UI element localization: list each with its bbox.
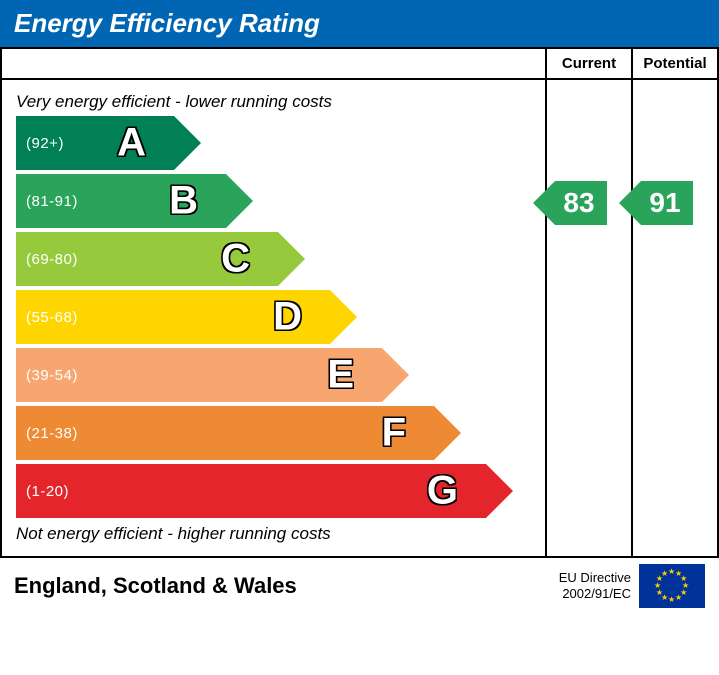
band-range-label: (55-68) — [16, 309, 78, 326]
band-bar: (69-80) C — [16, 232, 278, 286]
band-chevron-icon — [382, 348, 409, 402]
marker-value: 91 — [641, 181, 693, 225]
band-range-label: (1-20) — [16, 483, 69, 500]
band-letter: C — [221, 237, 250, 282]
caption-inefficient: Not energy efficient - higher running co… — [2, 522, 545, 550]
band-letter: G — [427, 469, 458, 514]
band-row-g: (1-20) G — [2, 464, 545, 518]
marker-notch-right-icon — [693, 181, 708, 225]
band-range-label: (39-54) — [16, 367, 78, 384]
eu-star-icon: ★ — [668, 595, 675, 604]
band-row-e: (39-54) E — [2, 348, 545, 402]
band-letter: A — [117, 121, 146, 166]
footer: England, Scotland & Wales EU Directive 2… — [0, 558, 719, 616]
band-range-label: (81-91) — [16, 193, 78, 210]
band-chevron-icon — [330, 290, 357, 344]
band-row-c: (69-80) C — [2, 232, 545, 286]
footer-region: England, Scotland & Wales — [14, 573, 559, 599]
band-row-d: (55-68) D — [2, 290, 545, 344]
band-row-f: (21-38) F — [2, 406, 545, 460]
eu-star-icon: ★ — [661, 569, 668, 578]
band-range-label: (92+) — [16, 135, 64, 152]
current-column: 83 — [545, 80, 631, 556]
eu-flag-icon: ★★★★★★★★★★★★ — [639, 564, 705, 608]
header-spacer — [2, 49, 545, 78]
chart-content-row: Very energy efficient - lower running co… — [2, 80, 717, 556]
potential-column: 91 — [631, 80, 717, 556]
chart-body: Current Potential Very energy efficient … — [0, 47, 719, 558]
band-chevron-icon — [486, 464, 513, 518]
band-range-label: (69-80) — [16, 251, 78, 268]
footer-directive: EU Directive 2002/91/EC — [559, 570, 631, 601]
rating-marker-potential: 91 — [641, 181, 693, 225]
bands-host: (92+) A (81-91) B (69-80) C (55-68) D (39-54) E (2… — [2, 116, 545, 518]
band-bar: (55-68) D — [16, 290, 330, 344]
column-header-current: Current — [545, 49, 631, 78]
band-row-b: (81-91) B — [2, 174, 545, 228]
band-letter: E — [327, 353, 354, 398]
band-bar: (39-54) E — [16, 348, 382, 402]
band-bar: (1-20) G — [16, 464, 486, 518]
caption-efficient: Very energy efficient - lower running co… — [2, 88, 545, 116]
band-bar: (81-91) B — [16, 174, 226, 228]
epc-chart: Energy Efficiency Rating Current Potenti… — [0, 0, 719, 616]
band-range-label: (21-38) — [16, 425, 78, 442]
column-header-potential: Potential — [631, 49, 717, 78]
band-letter: F — [382, 411, 406, 456]
marker-chevron-left-icon — [533, 181, 555, 225]
band-letter: B — [169, 179, 198, 224]
directive-line-2: 2002/91/EC — [559, 586, 631, 602]
chart-title: Energy Efficiency Rating — [14, 8, 320, 38]
directive-line-1: EU Directive — [559, 570, 631, 586]
band-chevron-icon — [278, 232, 305, 286]
band-chevron-icon — [174, 116, 201, 170]
marker-chevron-left-icon — [619, 181, 641, 225]
eu-star-icon: ★ — [675, 593, 682, 602]
column-header-row: Current Potential — [2, 49, 717, 80]
band-chevron-icon — [226, 174, 253, 228]
bands-column: Very energy efficient - lower running co… — [2, 80, 545, 556]
band-letter: D — [273, 295, 302, 340]
band-chevron-icon — [434, 406, 461, 460]
marker-value: 83 — [555, 181, 607, 225]
rating-marker-current: 83 — [555, 181, 607, 225]
band-row-a: (92+) A — [2, 116, 545, 170]
band-bar: (92+) A — [16, 116, 174, 170]
title-bar: Energy Efficiency Rating — [0, 0, 719, 47]
band-bar: (21-38) F — [16, 406, 434, 460]
